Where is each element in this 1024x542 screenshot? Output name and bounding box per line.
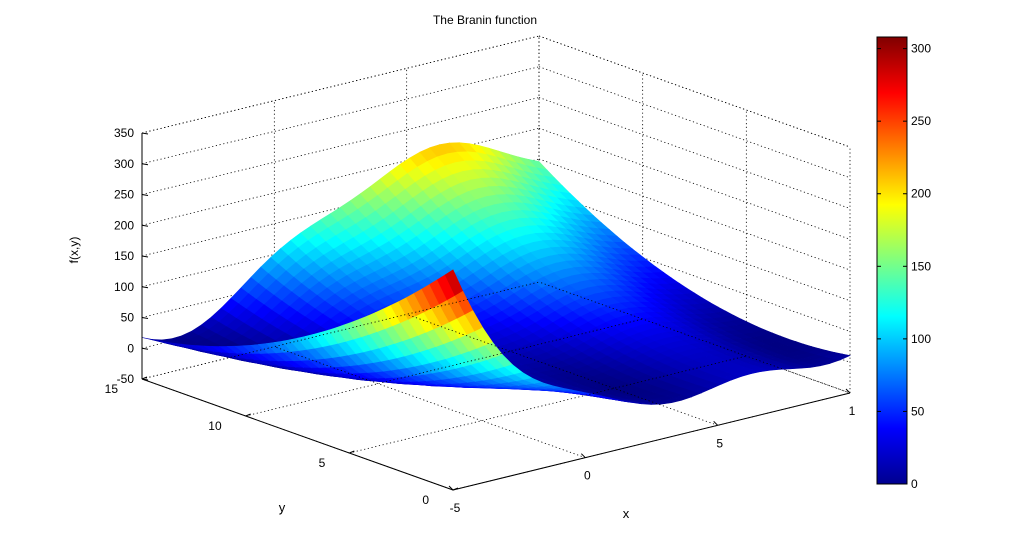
y-axis-line (141, 378, 454, 491)
z-tick (141, 132, 149, 135)
colorbar-tick-label: 50 (911, 404, 925, 418)
colorbar-tick-label: 0 (911, 477, 918, 491)
x-axis-line (452, 392, 851, 491)
z-tick-label: 300 (114, 157, 134, 171)
y-tick-label: 10 (208, 419, 222, 433)
grid-line-z (538, 66, 851, 179)
x-tick-label: -5 (450, 501, 461, 515)
x-tick (845, 388, 851, 394)
z-tick (141, 224, 149, 227)
colorbar-tick-label: 200 (911, 187, 931, 201)
z-tick-label: 50 (121, 311, 135, 325)
z-tick (141, 317, 149, 319)
x-axis-label: x (623, 506, 630, 521)
y-tick (141, 376, 148, 380)
chart-title: The Branin function (433, 13, 537, 27)
y-tick-label: 5 (319, 456, 326, 470)
z-tick-label: 100 (114, 280, 134, 294)
z-axis-label: f(x,y) (67, 237, 81, 264)
x-tick (713, 420, 719, 426)
box-edge (141, 35, 540, 134)
grid-line-z (538, 97, 851, 209)
z-tick (141, 255, 149, 258)
surface-face (831, 353, 851, 361)
y-tick (452, 487, 459, 491)
z-tick (141, 286, 149, 289)
z-tick (141, 347, 149, 350)
z-tick-label: 0 (127, 341, 134, 355)
colorbar-tick-label: 250 (911, 114, 931, 128)
x-tick-label: 5 (716, 436, 723, 450)
colorbar-gradient (876, 36, 908, 485)
y-tick (245, 413, 251, 417)
colorbar-tick-label: 300 (911, 42, 931, 56)
x-tick-label: 1 (849, 404, 856, 418)
box-edge (538, 35, 851, 148)
colorbar: 0 50 100 150 200 250 300 (876, 36, 931, 491)
y-axis-label: y (279, 500, 286, 515)
z-tick-label: 350 (114, 126, 134, 140)
z-tick-label: 200 (114, 218, 134, 232)
z-tick (141, 163, 149, 166)
surface-plot (141, 142, 851, 405)
y-tick-label: 0 (422, 493, 429, 507)
z-tick (141, 378, 149, 381)
z-tick-label: -50 (117, 372, 135, 386)
colorbar-tick-label: 100 (911, 332, 931, 346)
x-tick (580, 453, 586, 459)
z-tick-label: 150 (114, 249, 134, 263)
z-tick-label: 250 (114, 188, 134, 202)
colorbar-tick-label: 150 (911, 259, 931, 273)
y-tick (349, 450, 355, 454)
x-tick-label: 0 (584, 469, 591, 483)
y-tick-label: 15 (105, 382, 119, 396)
x-tick (448, 485, 454, 491)
z-tick (141, 194, 149, 196)
